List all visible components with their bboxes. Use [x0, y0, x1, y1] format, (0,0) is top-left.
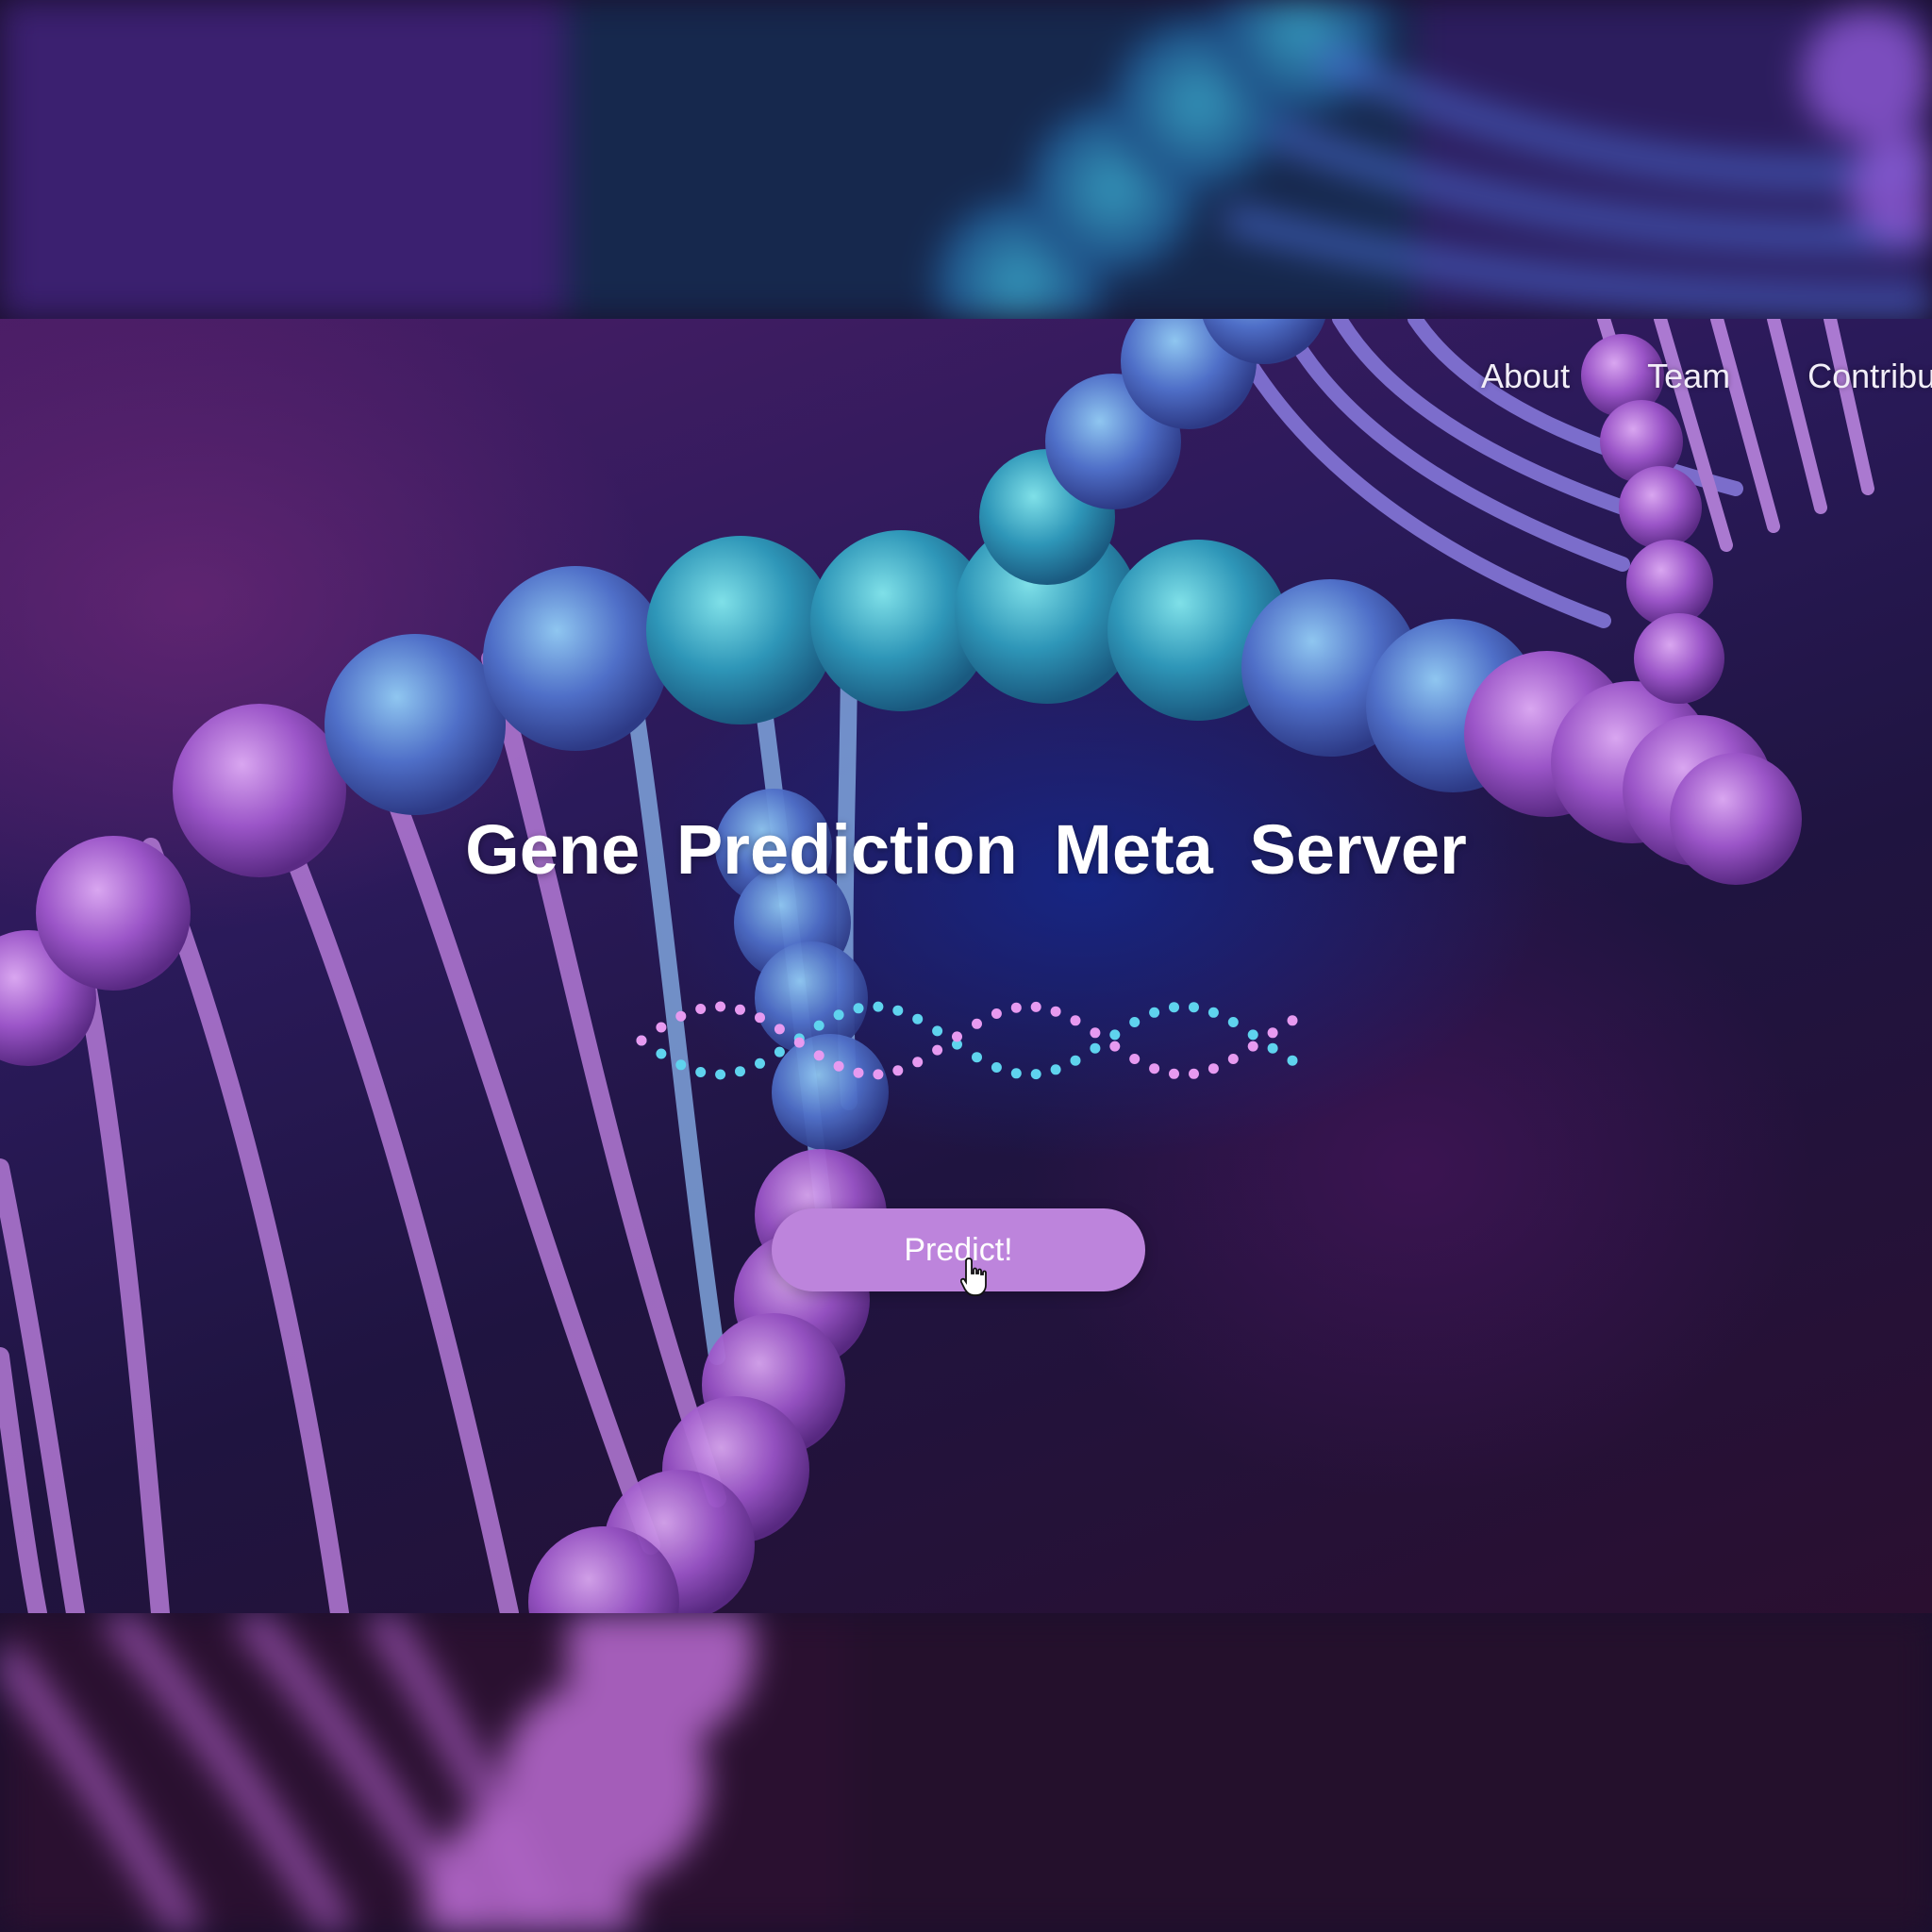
helix-dot	[1287, 1015, 1298, 1026]
helix-dot	[952, 1039, 962, 1050]
helix-dot	[1247, 1041, 1258, 1052]
helix-dot	[833, 1060, 844, 1072]
helix-dot	[1169, 1068, 1179, 1079]
helix-dot	[972, 1052, 982, 1063]
helix-dot	[715, 1069, 726, 1080]
helix-dot	[1287, 1055, 1298, 1066]
helix-dot	[991, 1008, 1002, 1019]
title-word: Server	[1249, 810, 1467, 889]
helix-dot	[1227, 1054, 1239, 1064]
helix-dot	[755, 1012, 765, 1024]
helix-dot	[1010, 1002, 1022, 1013]
helix-dot	[1267, 1042, 1278, 1054]
blurred-backdrop-top	[0, 0, 1932, 319]
helix-dot	[735, 1066, 745, 1077]
title-word: Meta	[1054, 810, 1213, 889]
helix-dot	[695, 1067, 707, 1077]
title-word: Gene	[465, 810, 641, 889]
hand-pointer-icon	[960, 1257, 987, 1296]
helix-dot	[675, 1010, 687, 1022]
helix-dot	[1208, 1063, 1219, 1074]
helix-dot	[1090, 1042, 1101, 1054]
helix-dot	[793, 1037, 805, 1048]
helix-dot	[972, 1018, 982, 1029]
helix-dot	[1247, 1029, 1258, 1041]
helix-dot	[932, 1044, 943, 1056]
nav-link-contribute[interactable]: Contribu	[1807, 357, 1932, 395]
helix-dot	[1030, 1001, 1041, 1012]
helix-dot	[912, 1013, 924, 1024]
helix-dot	[952, 1031, 962, 1042]
dna-dots-icon	[636, 1001, 1298, 1080]
helix-dot	[1090, 1027, 1101, 1039]
helix-dot	[1050, 1064, 1061, 1075]
helix-dot	[892, 1065, 904, 1076]
helix-dot	[1267, 1027, 1278, 1039]
helix-dot	[853, 1067, 864, 1078]
title-word: Prediction	[675, 810, 1018, 889]
helix-dot	[755, 1058, 765, 1069]
helix-dot	[991, 1062, 1002, 1073]
helix-dot	[656, 1048, 667, 1059]
helix-dot	[1030, 1069, 1041, 1080]
page-title: Gene Prediction Meta Server	[0, 809, 1932, 890]
nav-link-team[interactable]: Team	[1647, 357, 1731, 395]
predict-button[interactable]: Predict!	[772, 1208, 1145, 1291]
blurred-backdrop-bottom	[0, 1613, 1932, 1932]
helix-dot	[1169, 1002, 1179, 1013]
nav-link-about[interactable]: About	[1481, 357, 1571, 395]
top-nav: About Team Contribu	[1481, 357, 1932, 396]
helix-dot	[873, 1069, 884, 1080]
helix-dot	[912, 1057, 924, 1068]
helix-dot	[833, 1009, 844, 1021]
helix-dot	[892, 1005, 904, 1016]
helix-dot	[853, 1003, 864, 1014]
helix-dot	[1129, 1017, 1141, 1027]
helix-dot	[735, 1004, 745, 1015]
helix-dot	[1208, 1007, 1219, 1018]
helix-dot	[813, 1020, 824, 1031]
helix-dot	[1149, 1063, 1160, 1074]
helix-dot	[1189, 1068, 1199, 1079]
helix-dot	[774, 1046, 785, 1058]
dna-background-art	[0, 319, 1874, 1613]
helix-dot	[873, 1001, 884, 1012]
helix-dot	[636, 1035, 647, 1046]
helix-dot	[932, 1025, 943, 1037]
helix-dot	[1010, 1068, 1022, 1079]
helix-dot	[813, 1050, 824, 1061]
helix-dot	[1050, 1006, 1061, 1017]
helix-dot	[656, 1022, 667, 1033]
helix-dot	[1070, 1055, 1081, 1066]
hero-section: About Team Contribu Gene Prediction Meta…	[0, 319, 1932, 1613]
helix-dot	[1109, 1029, 1121, 1041]
helix-dot	[1070, 1015, 1081, 1026]
helix-dot	[1227, 1017, 1239, 1027]
helix-dot	[774, 1024, 785, 1035]
helix-dot	[695, 1004, 707, 1014]
helix-dot	[1129, 1054, 1141, 1064]
helix-dot	[675, 1059, 687, 1071]
helix-dot	[1149, 1007, 1160, 1018]
helix-dot	[1189, 1002, 1199, 1013]
helix-dot	[715, 1001, 726, 1012]
helix-dot	[1109, 1041, 1121, 1052]
